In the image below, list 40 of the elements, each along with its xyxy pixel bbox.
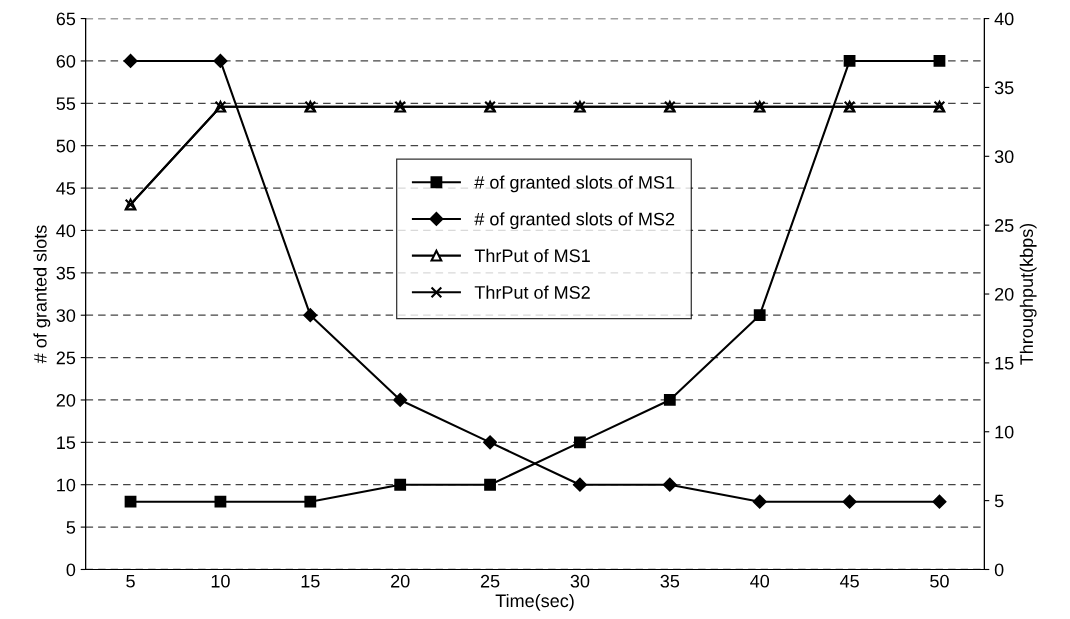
y2-tick-label: 15 [995,357,1014,370]
y-tick-label: 55 [56,97,76,111]
x-tick-label: 30 [570,574,590,588]
y2-tick-label: 5 [994,494,1004,508]
y-tick-label: 25 [56,351,76,365]
x-tick-label: 35 [660,574,680,588]
x-tick-label: 5 [126,575,135,588]
x-tick-label: 10 [211,574,230,588]
y-tick-label: 40 [56,224,76,238]
y-tick-label: 15 [57,436,76,450]
x-axis-title: Time(sec) [495,593,574,611]
x-tick-label: 45 [839,575,859,588]
y-tick-label: 60 [56,54,76,68]
y2-tick-label: 40 [994,12,1014,26]
y-tick-label: 65 [56,12,76,26]
y-tick-label: 35 [56,266,76,280]
x-tick-label: 15 [301,575,320,588]
y2-tick-label: 0 [994,563,1004,577]
legend-label: # of granted slots of MS1 [474,175,675,193]
y-tick-label: 10 [57,478,76,492]
y-tick-label: 50 [56,139,76,153]
y2-tick-label: 30 [994,150,1014,164]
y2-tick-label: 10 [995,425,1014,439]
y-tick-label: 5 [66,521,76,534]
legend-label: ThrPut of MS1 [474,248,590,263]
y2-axis-title: Throughput(kbps) [1019,223,1037,365]
y-tick-label: 0 [66,563,76,577]
x-tick-label: 25 [480,574,500,588]
y2-tick-label: 25 [995,219,1014,232]
y-axis-title: # of granted slots [33,225,51,364]
legend-label: # of granted slots of MS2 [474,212,675,229]
x-tick-label: 40 [750,574,770,588]
y-tick-label: 45 [56,182,76,195]
x-tick-label: 20 [391,574,410,588]
y-tick-label: 30 [56,309,76,322]
legend-label: ThrPut of MS2 [474,285,590,299]
x-tick-label: 50 [930,574,949,588]
y2-tick-label: 20 [995,287,1014,301]
y2-tick-label: 35 [994,81,1014,95]
y-tick-label: 20 [56,393,76,407]
